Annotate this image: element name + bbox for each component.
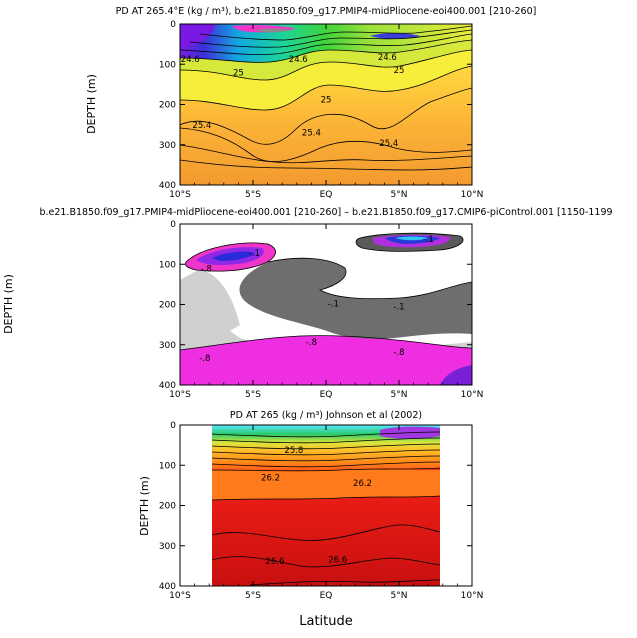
panel-2-y-tick-label: 200: [159, 301, 176, 311]
panel-3-y-tick-label: 0: [170, 421, 176, 431]
panel-1-x-tick-label: EQ: [320, 190, 333, 200]
panel-2-field: [180, 224, 472, 385]
panel-1-x-tick-label: 5°S: [245, 190, 261, 200]
panel-3-contour-label: 25.8: [284, 446, 303, 456]
panel-2: b.e21.B1850.f09_g17.PMIP4-midPliocene-eo…: [2, 207, 613, 386]
panel-1-contour-label: 24.6: [181, 55, 200, 65]
panel-3-title: PD AT 265 (kg / m³) Johnson et al (2002): [230, 410, 422, 421]
panel-2-contour-label: -.1: [328, 300, 339, 310]
panel-1-contour-label: 25.4: [379, 139, 398, 149]
panel-3-contour-label: 26.6: [265, 557, 284, 567]
panel-2-contour-labels: -.1 -.8 -.1 -.1 -.1 -.8 -.8 -.8: [199, 235, 434, 364]
panel-2-x-tick-label: EQ: [320, 390, 333, 400]
panel-2-contours: [180, 232, 472, 351]
panel-3-contour-label: 26.2: [353, 479, 372, 489]
panel-3-x-tick-label: 5°N: [391, 591, 408, 601]
panel-1-purple-core: [180, 24, 215, 48]
panel-2-title: b.e21.B1850.f09_g17.PMIP4-midPliocene-eo…: [39, 207, 612, 218]
panel-1-title: PD AT 265.4°E (kg / m³), b.e21.B1850.f09…: [116, 6, 537, 17]
panel-2-contour-label: -.8: [306, 338, 317, 348]
panel-2-purple-corner: [440, 365, 472, 385]
panel-2-contour-label: -.8: [199, 354, 210, 364]
panel-2-contour-label: -.1: [249, 249, 260, 259]
panel-1-x-tick-label: 10°S: [169, 190, 191, 200]
panel-1-y-tick-label: 0: [170, 20, 176, 30]
panel-2-contour-label: -.1: [393, 302, 404, 312]
panel-1-contour-labels: 24.6 24.6 24.6 25 25 25 25.4 25.4 25.4: [181, 53, 405, 149]
panel-2-contour-label: -.8: [393, 348, 404, 358]
panel-3-contour-labels: 25.8 26.2 26.2 26.6 26.6: [261, 446, 372, 567]
panel-1-x-tick-label: 10°N: [461, 190, 484, 200]
panel-1-contour-label: 25: [321, 95, 332, 105]
panel-2-x-tick-label: 10°S: [169, 390, 191, 400]
panel-1-contour-label: 25: [394, 66, 405, 76]
panel-1-y-tick-label: 300: [159, 141, 176, 151]
panel-3-xlabel: Latitude: [299, 614, 353, 629]
panel-3-x-tick-label: 10°N: [461, 591, 484, 601]
panel-2-y-tick-label: 100: [159, 260, 176, 270]
panel-2-x-tick-label: 5°S: [245, 390, 261, 400]
panel-3-contour-label: 26.2: [261, 474, 280, 484]
panel-3-x-tick-label: 5°S: [245, 591, 261, 601]
panel-1-contour-label: 24.6: [378, 53, 397, 63]
panel-1-contour-label: 25: [233, 69, 244, 79]
panel-1-grey-patch: [255, 28, 290, 33]
panel-3-x-tick-label: 10°S: [169, 591, 191, 601]
panel-2-blue-lobe-left: [212, 251, 255, 261]
panel-2-contour-label: -.8: [201, 264, 212, 274]
panel-2-ylabel: DEPTH (m): [2, 274, 15, 334]
panel-3-contours: [212, 431, 440, 586]
panel-2-x-tick-label: 5°N: [391, 390, 408, 400]
panel-3-y-tick-label: 400: [159, 582, 176, 592]
panel-2-y-tick-label: 0: [170, 220, 176, 230]
panel-3-y-tick-label: 100: [159, 461, 176, 471]
panel-2-cyan-lobe-right: [395, 236, 428, 241]
panel-1-y-tick-label: 100: [159, 60, 176, 70]
panel-1-contours: [180, 25, 472, 171]
panel-1-blue-patch: [370, 33, 420, 39]
panel-3-contour-label: 26.6: [328, 556, 347, 566]
panel-2-y-tick-label: 300: [159, 341, 176, 351]
panel-1-x-tick-label: 5°N: [391, 190, 408, 200]
panel-3-field: [212, 425, 440, 586]
panel-1-field: [180, 24, 472, 185]
panel-1-contour-label: 25.4: [192, 121, 211, 131]
panel-1-y-tick-label: 400: [159, 181, 176, 191]
panel-3-x-tick-label: EQ: [320, 591, 333, 601]
panel-3-band-orange: [212, 469, 440, 500]
panel-3-ylabel: DEPTH (m): [138, 476, 151, 536]
panel-1-contour-label: 24.6: [289, 55, 308, 65]
panel-2-x-tick-label: 10°N: [461, 390, 484, 400]
panel-2-dark-grey-region: [239, 258, 472, 339]
panel-2-contour-label: -.1: [423, 235, 434, 245]
panel-2-light-grey-lobe: [180, 270, 240, 350]
panel-3-y-tick-label: 200: [159, 502, 176, 512]
panel-2-y-tick-label: 400: [159, 381, 176, 391]
panel-3-y-tick-label: 300: [159, 542, 176, 552]
panel-1-ylabel: DEPTH (m): [85, 74, 98, 134]
panel-1: PD AT 265.4°E (kg / m³), b.e21.B1850.f09…: [85, 6, 537, 186]
panel-2-magenta-region: [180, 335, 472, 385]
panel-1-contour-label: 25.4: [302, 128, 321, 138]
panel-1-y-tick-label: 200: [159, 101, 176, 111]
panel-3: PD AT 265 (kg / m³) Johnson et al (2002): [138, 410, 473, 629]
